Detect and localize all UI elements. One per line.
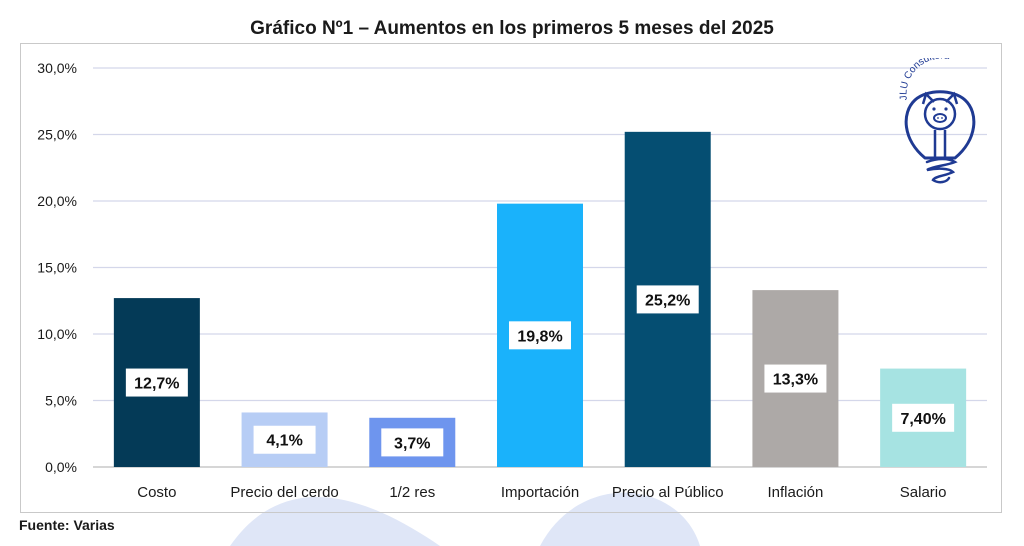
data-label-box (764, 364, 827, 393)
data-label: 19,8% (517, 328, 562, 345)
x-tick-label: Inflación (767, 484, 823, 501)
data-label: 4,1% (266, 433, 302, 450)
data-label-box (125, 368, 188, 397)
data-label-box (509, 321, 571, 350)
data-label-box (892, 403, 955, 432)
y-tick-label: 0,0% (45, 459, 77, 475)
bar-chart: 0,0% 5,0% 10,0% 15,0% 20,0% 25,0% 30,0% 12,7% Co… (37, 60, 987, 501)
y-tick-label: 30,0% (37, 60, 77, 76)
source-note: Fuente: Varias (19, 517, 115, 533)
data-label: 3,7% (394, 435, 430, 452)
y-tick-label: 15,0% (37, 260, 77, 276)
data-label-box (253, 425, 316, 454)
y-tick-label: 25,0% (37, 127, 77, 143)
x-tick-label: Precio del cerdo (230, 484, 338, 501)
x-tick-label: 1/2 res (389, 484, 435, 501)
pig-lightbulb-icon: JLU Consultora (898, 58, 976, 184)
y-tick-label: 20,0% (37, 193, 77, 209)
y-tick-label: 5,0% (45, 393, 77, 409)
x-tick-label: Precio al Público (612, 484, 724, 501)
x-tick-label: Importación (501, 484, 579, 501)
y-tick-label: 10,0% (37, 326, 77, 342)
chart-title: Gráfico Nº1 – Aumentos en los primeros 5… (250, 18, 774, 39)
data-label-box (381, 428, 444, 457)
data-label: 7,40% (900, 411, 945, 428)
data-label: 25,2% (645, 292, 690, 309)
x-tick-label: Costo (137, 484, 176, 501)
data-label-box (636, 285, 699, 314)
chart-frame: 0,0% 5,0% 10,0% 15,0% 20,0% 25,0% 30,0% 12,7% Co… (20, 43, 1002, 513)
x-tick-label: Salario (900, 484, 947, 501)
data-label: 13,3% (773, 372, 818, 389)
data-label: 12,7% (134, 376, 179, 393)
